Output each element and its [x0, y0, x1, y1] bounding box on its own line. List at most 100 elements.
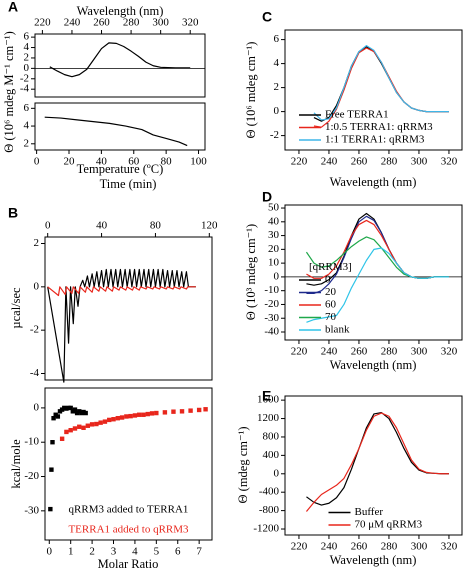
x-tick-label: 300 [411, 156, 428, 168]
data-point [72, 407, 78, 412]
panel-letter: B [8, 205, 18, 221]
y-tick-label: 1600 [257, 394, 280, 406]
y-tick-label: 0 [34, 401, 40, 413]
data-point [111, 417, 116, 422]
x-tick-label: 320 [441, 541, 458, 553]
data-point [102, 419, 108, 424]
x-axis-label: Molar Ratio [98, 557, 159, 571]
x-tick-label: 300 [411, 346, 428, 358]
data-point [107, 417, 112, 423]
x-axis-label: Wavelength (nm) [330, 358, 417, 372]
y-tick-label: 2 [34, 237, 40, 249]
y-tick-label: 30 [268, 229, 280, 241]
y-tick-label: -20 [264, 298, 279, 310]
y-tick-label: -2 [20, 72, 29, 84]
y-tick-label: -20 [24, 470, 39, 482]
x-tick-label: 20 [64, 156, 76, 168]
data-point [149, 411, 155, 416]
y-tick-label: 4 [24, 41, 30, 53]
y-axis-label: Θ (10³ mdeg cm⁻¹) [244, 224, 258, 320]
data-point [162, 410, 168, 415]
data-point [64, 429, 69, 435]
y-tick-label: -2 [30, 324, 39, 336]
data-point [72, 426, 78, 431]
x-tick-label: 300 [152, 17, 169, 29]
x-tick-label: 280 [381, 156, 398, 168]
data-point [59, 436, 65, 441]
data-point [98, 420, 103, 425]
y-tick-label: 50 [268, 202, 280, 214]
data-point [89, 422, 95, 427]
y-tick-label: 6 [24, 102, 30, 114]
plot-frame [34, 33, 206, 98]
y-axis-label: Θ (10⁶ mdeg cm⁻¹) [244, 42, 258, 139]
x-tick-label: 120 [201, 220, 218, 232]
data-point [50, 440, 55, 445]
panel-letter: E [262, 388, 271, 404]
data-point [94, 421, 99, 427]
y-tick-label: -40 [264, 326, 279, 338]
y-tick-label: -800 [259, 504, 280, 516]
y-tick-label: 40 [268, 215, 280, 227]
x-tick-label: 2 [89, 546, 95, 558]
data-point [124, 414, 129, 419]
y-tick-label: 2 [24, 51, 30, 63]
y-tick-label: 0 [24, 62, 30, 74]
series-line [44, 116, 188, 147]
x-tick-label: 220 [291, 346, 308, 358]
series-line [313, 45, 449, 121]
plot-frame [284, 29, 463, 151]
y-tick-label: 0 [34, 280, 40, 292]
x-tick-label: 240 [64, 17, 81, 29]
x-tick-label: 40 [96, 156, 108, 168]
x-tick-label: 80 [161, 156, 173, 168]
data-point [154, 410, 159, 416]
series-line [49, 42, 191, 78]
data-point [132, 413, 138, 418]
y-tick-label: -4 [20, 83, 30, 95]
legend-title: [qRRM3] [309, 261, 352, 273]
y-axis-label: kcal/mole [9, 439, 23, 489]
data-point [77, 424, 82, 429]
x-axis-label: Wavelength (nm) [330, 175, 417, 189]
y-tick-label: -10 [264, 284, 279, 296]
y-tick-label: 800 [263, 430, 280, 442]
plot-frame [44, 236, 213, 381]
x-axis-label: Wavelength (nm) [330, 553, 417, 567]
x-tick-label: 220 [291, 156, 308, 168]
plot-frame [284, 204, 463, 341]
x-tick-label: 280 [123, 17, 140, 29]
data-point [83, 410, 88, 416]
data-point [145, 411, 150, 417]
y-tick-label: 20 [268, 243, 280, 255]
legend-label: blank [325, 324, 350, 336]
x-axis-label: Time (min) [100, 177, 157, 191]
x-tick-label: 320 [441, 156, 458, 168]
y-tick-label: 0 [274, 467, 280, 479]
y-tick-label: -4 [30, 367, 40, 379]
y-tick-label: 10 [268, 257, 280, 269]
legend-label: 70 [325, 311, 337, 323]
y-tick-label: 6 [274, 33, 280, 45]
panel-letter: C [262, 9, 272, 25]
y-tick-label: 400 [263, 449, 280, 461]
y-tick-label: 6 [24, 31, 30, 43]
panel-letter: D [262, 189, 272, 205]
data-point [68, 428, 73, 433]
series-line [306, 247, 449, 323]
x-tick-label: 220 [291, 541, 308, 553]
x-tick-label: 260 [351, 156, 368, 168]
x-tick-label: 260 [351, 346, 368, 358]
data-point [55, 414, 61, 419]
legend-label: 1:1 TERRA1: qRRM3 [325, 134, 425, 146]
y-axis-label: Θ (10⁶ mdeg M⁻¹ cm⁻¹) [2, 31, 16, 153]
x-tick-label: 240 [321, 541, 338, 553]
series-line [47, 268, 196, 383]
y-tick-label: 4 [274, 57, 280, 69]
data-point [49, 467, 54, 472]
legend-label: 60 [325, 299, 337, 311]
y-tick-label: 2 [274, 81, 280, 93]
data-point [179, 409, 185, 414]
panel-letter: A [8, 0, 18, 15]
x-tick-label: 0 [34, 156, 40, 168]
